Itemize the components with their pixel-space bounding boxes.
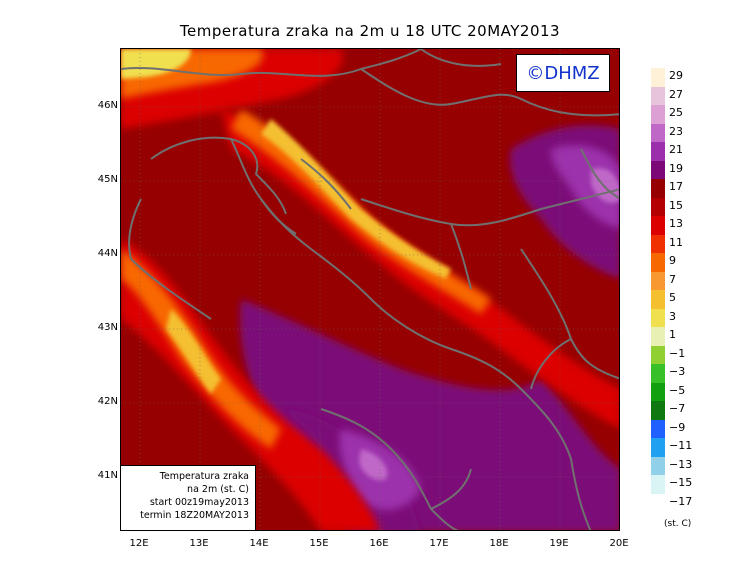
legend-swatch bbox=[651, 456, 665, 475]
lon-label-12e: 12E bbox=[129, 538, 149, 549]
legend-swatch bbox=[651, 105, 665, 124]
legend-label: −3 bbox=[669, 365, 686, 378]
legend-swatch bbox=[651, 382, 665, 401]
lat-label-45n: 45N bbox=[97, 174, 118, 185]
coastlines-borders bbox=[121, 49, 619, 530]
legend-label: 27 bbox=[669, 87, 683, 101]
legend-swatch bbox=[651, 68, 665, 87]
info-box: Temperatura zraka na 2m (st. C) start 00… bbox=[120, 465, 256, 531]
legend-swatch bbox=[651, 438, 665, 457]
lon-label-13e: 13E bbox=[189, 538, 209, 549]
legend-swatch bbox=[651, 419, 665, 438]
legend-swatch bbox=[651, 290, 665, 309]
legend-label: 11 bbox=[669, 235, 683, 249]
lon-label-16e: 16E bbox=[369, 538, 389, 549]
info-line-4: termin 18Z20MAY2013 bbox=[140, 510, 249, 521]
legend-label: −5 bbox=[669, 383, 686, 397]
legend-label: 5 bbox=[669, 291, 676, 304]
legend-swatch bbox=[651, 197, 665, 216]
legend-swatch bbox=[651, 179, 665, 198]
legend-swatch bbox=[651, 327, 665, 346]
legend-swatch bbox=[651, 86, 665, 105]
info-line-1: Temperatura zraka bbox=[159, 471, 249, 482]
apennine-ridge-core bbox=[166, 309, 221, 394]
info-line-3: start 00z19may2013 bbox=[149, 497, 249, 508]
legend-swatch bbox=[651, 234, 665, 253]
legend-label: −13 bbox=[669, 457, 693, 471]
dhmz-logo: ©DHMZ bbox=[516, 54, 610, 92]
legend-swatch bbox=[651, 160, 665, 179]
temperature-map bbox=[120, 48, 620, 531]
map-title: Temperatura zraka na 2m u 18 UTC 20MAY20… bbox=[179, 22, 561, 40]
lon-label-14e: 14E bbox=[249, 538, 269, 549]
legend-label: −1 bbox=[669, 346, 686, 360]
lat-label-42n: 42N bbox=[97, 396, 118, 407]
legend-swatch bbox=[651, 475, 665, 494]
lon-label-15e: 15E bbox=[309, 538, 329, 549]
legend-swatch bbox=[651, 401, 665, 420]
legend-label: 23 bbox=[669, 124, 683, 138]
legend-label: 21 bbox=[669, 143, 683, 156]
legend-label: 7 bbox=[669, 272, 676, 286]
lat-label-41n: 41N bbox=[97, 470, 118, 481]
legend-label: 19 bbox=[669, 161, 683, 175]
south-warmest-patch bbox=[359, 449, 388, 481]
legend-label: 3 bbox=[669, 309, 676, 323]
apennine-ridge-outer bbox=[121, 239, 381, 530]
legend-label: 25 bbox=[669, 106, 683, 119]
legend-label: −17 bbox=[669, 494, 693, 508]
lon-label-19e: 19E bbox=[549, 538, 569, 549]
lat-label-46n: 46N bbox=[97, 100, 118, 111]
lat-label-44n: 44N bbox=[97, 248, 118, 259]
legend-label: 17 bbox=[669, 180, 683, 193]
legend-label: −15 bbox=[669, 476, 693, 489]
lon-label-18e: 18E bbox=[489, 538, 509, 549]
legend-label: 13 bbox=[669, 217, 683, 230]
legend-label: 9 bbox=[669, 254, 676, 267]
alps-field-core bbox=[121, 49, 191, 79]
legend-swatch bbox=[651, 123, 665, 142]
lon-label-20e: 20E bbox=[609, 538, 629, 549]
legend-unit: (st. C) bbox=[664, 519, 692, 529]
legend-label: 15 bbox=[669, 198, 683, 212]
lon-label-17e: 17E bbox=[429, 538, 449, 549]
legend-swatch bbox=[651, 142, 665, 161]
legend-label: −7 bbox=[669, 402, 686, 415]
legend-swatch bbox=[651, 308, 665, 327]
lat-label-43n: 43N bbox=[97, 322, 118, 333]
legend-swatch bbox=[651, 345, 665, 364]
info-line-2: na 2m (st. C) bbox=[187, 484, 249, 495]
legend-label: −11 bbox=[669, 439, 693, 452]
legend-label: −9 bbox=[669, 420, 686, 434]
legend-label: 29 bbox=[669, 69, 683, 82]
legend-swatch bbox=[651, 253, 665, 272]
legend-label: 1 bbox=[669, 328, 676, 341]
legend-swatch bbox=[651, 216, 665, 235]
temperature-field bbox=[121, 49, 619, 530]
legend-swatch bbox=[651, 271, 665, 290]
legend-swatch bbox=[651, 364, 665, 383]
dinaric-ridge-core bbox=[261, 119, 451, 279]
east-plain-warm bbox=[551, 145, 619, 229]
